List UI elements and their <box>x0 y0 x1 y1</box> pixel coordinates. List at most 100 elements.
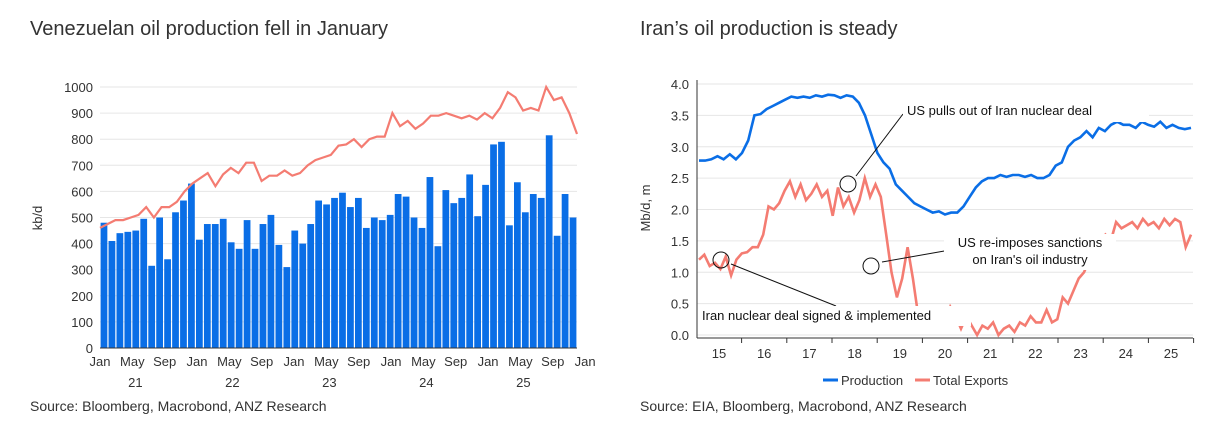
left-x-tick-label: May <box>508 354 533 369</box>
left-bar <box>227 242 235 348</box>
right-x-tick-label: 20 <box>938 346 952 361</box>
left-bar <box>537 197 545 348</box>
right-x-tick-label: 21 <box>983 346 997 361</box>
left-x-tick-label: Sep <box>444 354 467 369</box>
annotation-sanctions-line1: US re-imposes sanctions <box>958 235 1103 250</box>
left-y-ticks: 0 100 200 300 400 500 600 700 800 900 1000 <box>64 80 93 356</box>
left-chart-title: Venezuelan oil production fell in Januar… <box>30 18 389 40</box>
right-x-ticks: 15 16 17 18 19 20 21 22 23 24 25 <box>712 338 1195 361</box>
left-x-year-label: 25 <box>516 375 530 390</box>
left-y-tick-label: 100 <box>71 315 93 330</box>
left-bar <box>378 220 386 348</box>
left-bar <box>203 224 211 348</box>
annotation-box-1 <box>903 100 1149 122</box>
right-x-tick-label: 25 <box>1164 346 1178 361</box>
right-plot-area <box>697 80 1193 336</box>
left-bar <box>450 203 458 348</box>
annotation-box-2 <box>944 234 1116 270</box>
annotation-circle-2018 <box>839 175 857 193</box>
left-bar <box>140 218 148 348</box>
right-y-tick-label: 3.0 <box>671 140 689 155</box>
left-y-tick-label: 800 <box>71 132 93 147</box>
left-y-tick-label: 1000 <box>64 80 93 95</box>
left-x-tick-label: Jan <box>478 354 499 369</box>
left-x-tick-label: Jan <box>381 354 402 369</box>
right-x-tick-label: 17 <box>802 346 816 361</box>
left-bar <box>219 218 227 348</box>
left-bar <box>196 239 203 348</box>
right-y-tick-label: 0.5 <box>671 297 689 312</box>
left-bar <box>410 217 418 348</box>
left-x-ticks: Jan May Sep Jan May Sep Jan May Sep Jan May Sep Jan M… <box>90 354 596 390</box>
left-bar <box>339 192 346 348</box>
left-y-tick-label: 400 <box>71 237 93 252</box>
left-bar <box>529 194 537 348</box>
left-bar <box>291 230 299 348</box>
left-bar <box>156 217 163 348</box>
left-bar <box>545 135 553 348</box>
left-bar <box>458 197 466 348</box>
left-bar <box>243 220 251 348</box>
left-bar <box>172 212 179 348</box>
left-bar <box>275 244 283 348</box>
left-chart: 0 100 200 300 400 500 600 700 800 900 1000 Jan May S… <box>30 80 596 390</box>
annotation-deal-signed: Iran nuclear deal signed & implemented <box>702 308 931 323</box>
annotation-arrow-deal <box>730 263 837 307</box>
right-y-tick-label: 3.5 <box>671 108 689 123</box>
left-bar <box>362 227 370 348</box>
left-bar <box>100 222 108 348</box>
left-x-tick-label: Jan <box>575 354 596 369</box>
left-bar <box>235 248 243 348</box>
left-bar <box>355 197 362 348</box>
right-chart: 0.0 0.5 1.0 1.5 2.0 2.5 3.0 3.5 4.0 15 16 17 18 19 20… <box>638 77 1195 388</box>
left-bar <box>426 177 434 348</box>
annotation-arrow-2018 <box>855 113 904 177</box>
left-line-series <box>99 84 579 229</box>
left-x-year-label: 23 <box>322 375 336 390</box>
right-chart-title: Iran’s oil production is steady <box>640 18 898 40</box>
left-bar <box>434 246 442 348</box>
left-bar <box>490 144 497 348</box>
right-line-production <box>699 93 1192 216</box>
left-bar <box>164 259 171 348</box>
legend-label-production: Production <box>841 373 903 388</box>
left-bar <box>307 224 315 348</box>
left-bar <box>506 225 513 348</box>
left-bar <box>482 184 489 348</box>
left-y-tick-label: 300 <box>71 263 93 278</box>
left-bar <box>394 194 402 348</box>
left-x-tick-label: Sep <box>153 354 176 369</box>
left-bar <box>331 197 338 348</box>
left-bar <box>553 235 561 348</box>
right-x-tick-label: 15 <box>712 346 726 361</box>
left-bar <box>259 224 267 348</box>
left-bar <box>116 233 124 348</box>
left-bar <box>283 267 291 348</box>
left-x-year-label: 22 <box>225 375 239 390</box>
left-bar <box>211 224 219 348</box>
left-bar <box>315 200 322 348</box>
right-y-tick-label: 0.0 <box>671 328 689 343</box>
left-y-tick-label: 500 <box>71 211 93 226</box>
left-bars <box>100 135 577 348</box>
left-bar <box>569 217 577 348</box>
right-x-tick-label: 24 <box>1119 346 1133 361</box>
left-gridlines <box>100 86 577 323</box>
left-bar <box>402 196 410 348</box>
left-x-tick-label: May <box>120 354 145 369</box>
right-x-tick-label: 22 <box>1028 346 1042 361</box>
left-bar <box>514 182 521 348</box>
left-bar <box>474 216 481 348</box>
left-bar <box>188 183 195 348</box>
left-bar <box>498 141 505 348</box>
right-y-tick-label: 2.0 <box>671 203 689 218</box>
left-y-tick-label: 200 <box>71 289 93 304</box>
right-y-axis-label: Mb/d, m <box>638 185 653 232</box>
left-bar <box>251 248 259 348</box>
right-x-tick-label: 23 <box>1073 346 1087 361</box>
left-bar <box>180 200 187 348</box>
left-bar <box>370 217 378 348</box>
left-x-tick-label: Sep <box>347 354 370 369</box>
annotation-circle-sanctions <box>862 257 880 275</box>
left-y-tick-label: 900 <box>71 106 93 121</box>
